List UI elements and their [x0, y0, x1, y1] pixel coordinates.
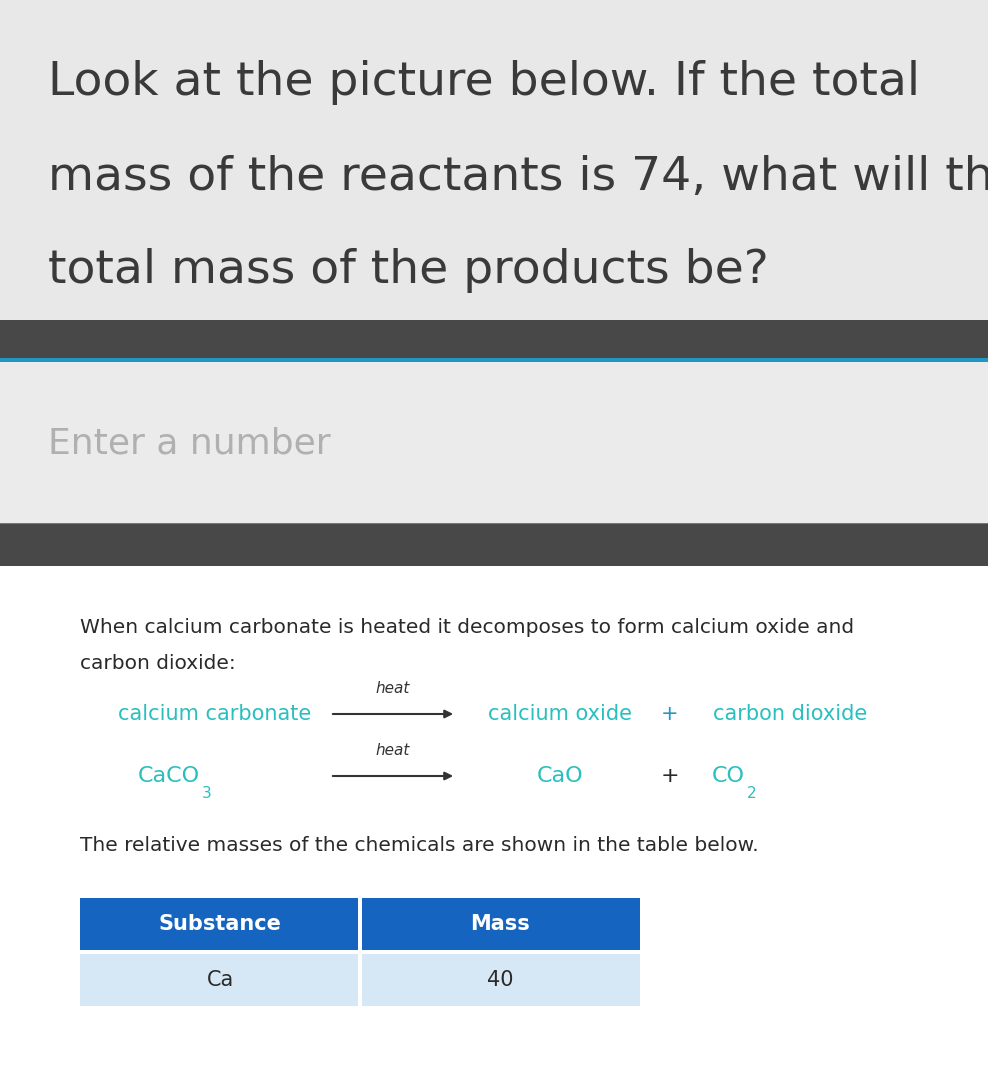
Text: heat: heat — [375, 681, 410, 696]
Bar — [80, 954, 358, 1006]
Text: Substance: Substance — [158, 914, 282, 934]
Text: heat: heat — [375, 743, 410, 758]
Text: +: + — [661, 766, 680, 787]
Text: When calcium carbonate is heated it decomposes to form calcium oxide and: When calcium carbonate is heated it deco… — [80, 618, 854, 637]
Text: Enter a number: Enter a number — [48, 426, 331, 460]
Text: mass of the reactants is 74, what will the: mass of the reactants is 74, what will t… — [48, 155, 988, 200]
Text: 40: 40 — [487, 970, 513, 990]
Text: carbon dioxide:: carbon dioxide: — [80, 655, 236, 673]
Bar — [0, 0, 988, 320]
Text: Look at the picture below. If the total: Look at the picture below. If the total — [48, 60, 920, 105]
Bar — [362, 954, 640, 1006]
Bar — [80, 898, 358, 950]
Text: CaCO: CaCO — [138, 766, 200, 787]
Bar — [0, 320, 988, 362]
Bar — [0, 358, 988, 363]
Text: CaO: CaO — [536, 766, 583, 787]
Text: +: + — [661, 704, 679, 724]
Bar — [0, 565, 988, 1073]
Text: calcium carbonate: calcium carbonate — [119, 704, 311, 724]
Text: Ca: Ca — [206, 970, 233, 990]
Text: 2: 2 — [747, 787, 757, 802]
Text: Mass: Mass — [470, 914, 530, 934]
Text: CO: CO — [712, 766, 745, 787]
Text: 3: 3 — [202, 787, 211, 802]
Bar — [0, 524, 988, 565]
Bar — [0, 523, 988, 528]
Text: total mass of the products be?: total mass of the products be? — [48, 248, 769, 293]
Text: carbon dioxide: carbon dioxide — [713, 704, 867, 724]
Bar — [0, 362, 988, 524]
Text: The relative masses of the chemicals are shown in the table below.: The relative masses of the chemicals are… — [80, 836, 759, 855]
Text: calcium oxide: calcium oxide — [488, 704, 632, 724]
Bar — [362, 898, 640, 950]
